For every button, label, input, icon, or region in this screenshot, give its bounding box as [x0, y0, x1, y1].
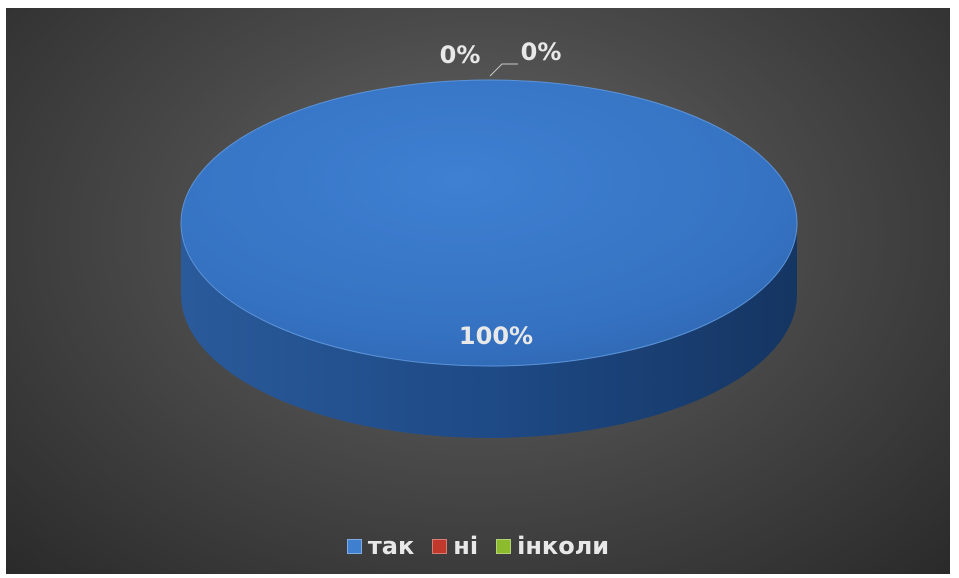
data-label-tak: 100%: [459, 322, 533, 350]
legend-swatch-tak: [346, 538, 362, 554]
pie-side: [181, 223, 797, 438]
legend-item-tak: так: [346, 532, 415, 560]
legend: так ні інколи: [6, 528, 950, 564]
leader-line: [489, 63, 518, 77]
legend-item-ni: ні: [432, 532, 478, 560]
legend-label-tak: так: [367, 532, 415, 560]
legend-swatch-inkoly: [496, 538, 512, 554]
pie-chart: 100% 0% 0%: [180, 38, 798, 438]
legend-item-inkoly: інколи: [496, 532, 609, 560]
pie-slice-tak: [180, 79, 798, 367]
legend-label-ni: ні: [453, 532, 479, 560]
data-label-inkoly: 0%: [521, 38, 562, 66]
legend-label-inkoly: інколи: [517, 532, 610, 560]
chart-area: 100% 0% 0% так ні інколи: [6, 8, 950, 574]
legend-swatch-ni: [432, 538, 448, 554]
data-label-ni: 0%: [440, 41, 481, 69]
